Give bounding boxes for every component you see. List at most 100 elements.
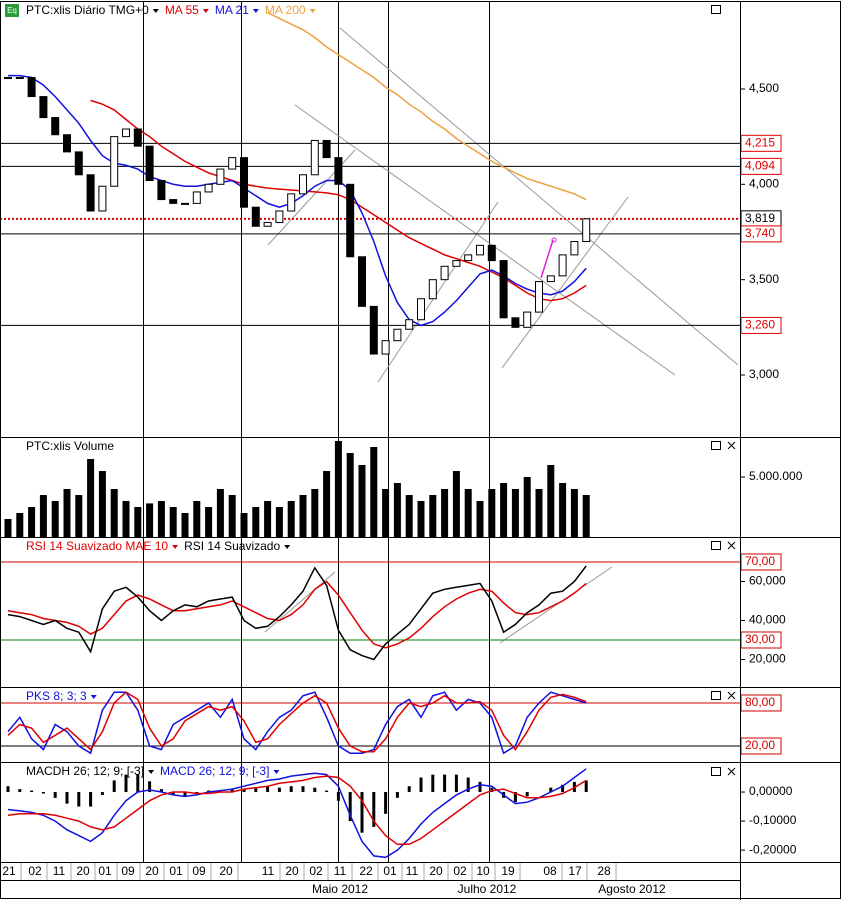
histogram-bar <box>301 786 305 793</box>
x-tick-label: 20 <box>429 864 443 878</box>
volume-bar <box>311 489 319 537</box>
volume-bar <box>511 489 519 537</box>
volume-bar <box>205 507 213 537</box>
legend-entry[interactable]: PKS 8; 3; 3 <box>26 689 87 703</box>
histogram-bar <box>100 792 104 795</box>
y-tick-label: 4,000 <box>749 176 779 190</box>
candle <box>299 174 307 195</box>
close-button[interactable] <box>727 691 736 700</box>
window-button[interactable] <box>711 441 721 450</box>
volume-bar <box>370 447 378 537</box>
candle <box>169 199 178 204</box>
legend-entry[interactable]: MA 21 <box>215 3 249 17</box>
histogram-bar <box>289 786 293 793</box>
candle <box>523 311 532 328</box>
candle <box>63 134 71 153</box>
volume-bar <box>193 501 201 537</box>
x-month-label: Agosto 2012 <box>598 882 666 896</box>
histogram-bar <box>112 780 116 793</box>
legend-entry[interactable]: PTC:xlis Diário TMG+0 <box>26 3 149 17</box>
volume-bar <box>535 489 543 537</box>
trend-line <box>264 571 336 633</box>
legend-dropdown <box>152 9 159 13</box>
legend-entry[interactable]: RSI 14 Suavizado MAE 10 <box>26 539 168 553</box>
candle <box>346 183 355 258</box>
histogram-bar <box>348 792 352 822</box>
histogram-bar <box>30 790 34 793</box>
volume-bar <box>582 495 590 537</box>
volume-bar <box>87 459 95 537</box>
histogram-bar <box>549 787 553 793</box>
candle <box>334 157 343 185</box>
histogram-bar <box>266 786 270 793</box>
window-button[interactable] <box>711 5 721 14</box>
trend-line <box>501 196 629 369</box>
x-month-label: Maio 2012 <box>312 882 368 896</box>
close-button[interactable] <box>727 541 736 550</box>
volume-bar <box>122 501 130 537</box>
y-tick-label: 5.000.000 <box>749 469 803 483</box>
volume-bar <box>39 495 47 537</box>
legend-dropdown <box>309 9 316 13</box>
candle <box>381 340 390 355</box>
volume-bar <box>476 501 484 537</box>
window-buttons <box>711 5 736 776</box>
legend-entry[interactable]: RSI 14 Suavizado <box>184 539 280 553</box>
volume-bar <box>570 489 578 537</box>
volume-bar <box>216 489 224 537</box>
trend-line <box>377 201 499 383</box>
histogram-bar <box>513 792 517 803</box>
candle <box>181 202 189 205</box>
histogram-bar <box>395 792 399 798</box>
close-button[interactable] <box>727 767 736 776</box>
series-line <box>7 565 587 661</box>
volume-bar <box>417 501 425 537</box>
candle <box>487 244 496 262</box>
x-tick-label: 10 <box>476 864 490 878</box>
histogram-bar <box>313 787 317 793</box>
volume-bar <box>523 477 531 537</box>
candle <box>440 265 449 281</box>
window-button[interactable] <box>711 767 721 776</box>
histogram-bar <box>525 792 529 797</box>
volume-bar <box>146 503 154 537</box>
level-label: 20,00 <box>745 738 775 752</box>
level-label: 30,00 <box>745 632 775 646</box>
legend-dropdown <box>202 9 209 13</box>
legend-dropdown <box>90 695 97 699</box>
volume-bar <box>382 489 390 537</box>
candle <box>535 281 543 313</box>
x-tick-label: 22 <box>359 864 373 878</box>
volume-bar <box>441 489 449 537</box>
candle <box>287 193 296 212</box>
candle <box>145 145 154 182</box>
legend-entry[interactable]: MACDH 26; 12; 9; [-3] <box>26 764 144 778</box>
candle <box>192 191 201 204</box>
volume-bar <box>275 507 283 537</box>
x-tick-label: 21 <box>2 864 16 878</box>
window-button[interactable] <box>711 691 721 700</box>
close-button[interactable] <box>727 441 736 450</box>
legend-entry[interactable]: MA 200 <box>265 3 306 17</box>
volume-bar <box>252 507 260 537</box>
candle <box>464 254 473 262</box>
window-button[interactable] <box>711 541 721 550</box>
candle <box>15 77 24 80</box>
candle <box>417 298 425 321</box>
histogram-bar <box>65 792 69 804</box>
legend-entry[interactable]: MACD 26; 12; 9; [-3] <box>160 764 269 778</box>
candle <box>546 275 555 283</box>
level-label: 4,094 <box>745 159 775 173</box>
series-line <box>8 74 587 327</box>
series-line <box>7 775 587 846</box>
candle <box>74 151 83 176</box>
volume-bar <box>51 501 59 537</box>
volume-bar <box>405 495 413 537</box>
legend-entry[interactable]: PTC:xlis Volume <box>26 439 114 453</box>
candle <box>157 180 166 201</box>
y-tick-label: 40,000 <box>749 613 786 627</box>
x-tick-label: 11 <box>406 864 419 878</box>
legend-entry[interactable]: MA 55 <box>165 3 199 17</box>
volume-bar <box>287 501 295 537</box>
